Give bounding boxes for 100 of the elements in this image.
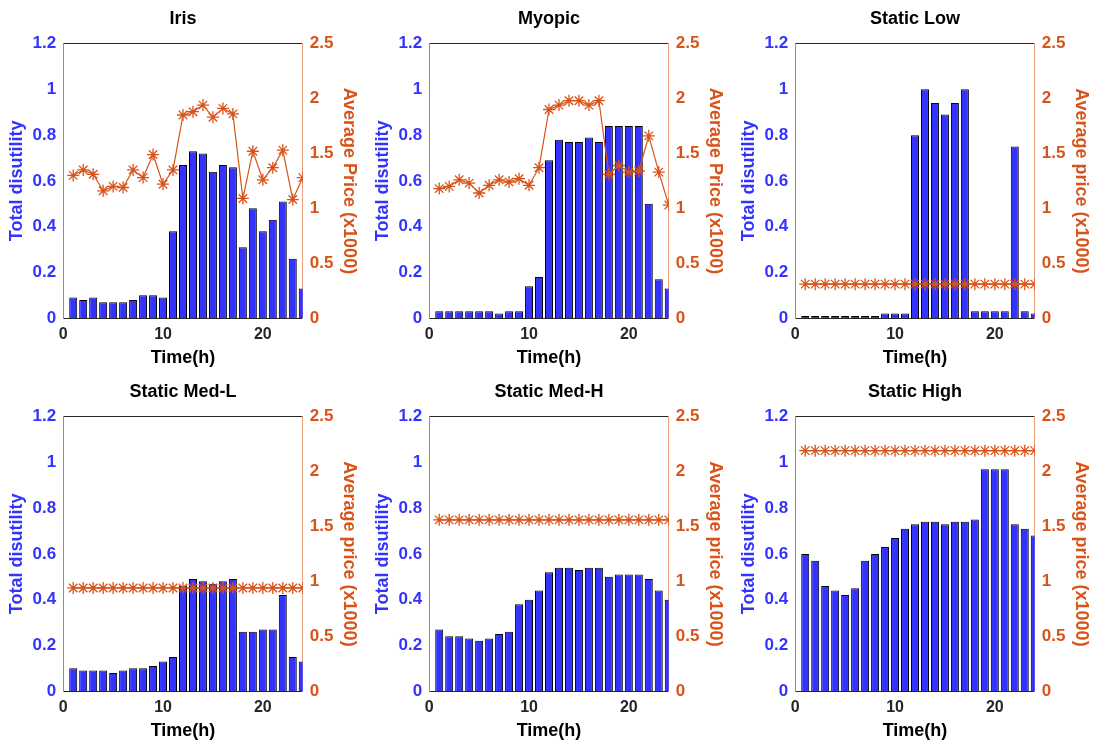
y2-axis-title: Average price (x1000) (706, 461, 727, 647)
y-tick-label: 1.2 (764, 33, 789, 53)
x-tick-label: 20 (619, 698, 638, 716)
y-axis-title: Total disutility (737, 120, 758, 242)
y-tick-label: 0.4 (764, 589, 789, 609)
point (502, 175, 516, 189)
x-tick-label: 10 (154, 698, 173, 716)
y-tick-label: 1 (46, 79, 57, 99)
point (612, 158, 626, 173)
y2-axis-title: Average price (x1000) (1072, 88, 1093, 274)
y2-tick-label: 0 (1041, 680, 1052, 700)
y2-axis-title: Average Price (x1000) (340, 87, 361, 275)
y-axis-title: Total disutility (737, 493, 758, 615)
point (592, 94, 606, 108)
x-tick-label: 0 (424, 325, 434, 343)
chart-title: Iris (169, 7, 197, 28)
y-tick-label: 0.8 (398, 124, 423, 144)
y2-axis-title: Average Price (x1000) (706, 87, 727, 275)
point (432, 181, 446, 196)
point (126, 163, 140, 177)
x-tick-label: 0 (58, 698, 68, 716)
x-tick-label: 0 (58, 325, 68, 343)
point (442, 179, 456, 194)
x-tick-label: 20 (619, 325, 638, 343)
y2-axis-title: Average price (x1000) (1072, 461, 1093, 647)
x-tick-label: 20 (253, 698, 272, 716)
y-axis-title: Total disutility (5, 120, 26, 242)
y2-tick-label: 0 (1041, 307, 1052, 327)
point (96, 184, 110, 198)
point (156, 177, 170, 191)
x-tick-label: 10 (154, 325, 173, 343)
y-tick-label: 1 (46, 452, 57, 472)
y2-tick-label: 1.5 (675, 143, 700, 163)
point (276, 143, 290, 157)
y2-tick-label: 0 (675, 307, 686, 327)
y-tick-label: 0 (778, 307, 789, 327)
point (512, 172, 526, 186)
y-tick-label: 0.8 (32, 497, 57, 517)
y-tick-label: 0.4 (32, 216, 57, 236)
y-tick-label: 1 (412, 452, 423, 472)
y2-tick-label: 2.5 (675, 33, 700, 53)
y2-tick-label: 2.5 (675, 406, 700, 426)
y2-tick-label: 1.5 (675, 516, 700, 536)
point (522, 178, 536, 192)
y2-tick-label: 0.5 (675, 625, 700, 645)
x-tick-label: 20 (985, 325, 1004, 343)
x-tick-label: 0 (790, 325, 800, 343)
point (216, 101, 230, 116)
point (482, 178, 496, 192)
x-tick-label: 0 (790, 698, 800, 716)
point (462, 176, 476, 190)
y-tick-label: 0 (412, 307, 423, 327)
point (452, 173, 466, 187)
point (542, 102, 556, 117)
y2-tick-label: 1 (309, 571, 320, 591)
y-tick-label: 1.2 (398, 33, 423, 53)
y-tick-label: 0.8 (764, 497, 789, 517)
y2-tick-label: 1.5 (309, 516, 334, 536)
point (552, 98, 566, 112)
y2-tick-label: 0 (309, 680, 320, 700)
x-tick-label: 10 (520, 698, 539, 716)
y2-tick-label: 2 (1041, 461, 1052, 481)
chart-title: Myopic (517, 7, 581, 28)
y-tick-label: 1.2 (32, 406, 57, 426)
y-tick-label: 0.8 (398, 497, 423, 517)
y-tick-label: 1 (778, 452, 789, 472)
x-tick-label: 0 (424, 698, 434, 716)
point (166, 163, 180, 177)
y-tick-label: 1 (778, 79, 789, 99)
y2-tick-label: 2.5 (1041, 406, 1066, 426)
point (106, 179, 120, 194)
y-tick-label: 0.2 (32, 635, 57, 655)
y-tick-label: 0.2 (32, 262, 57, 282)
y-tick-label: 0.8 (32, 124, 57, 144)
point (146, 147, 160, 162)
x-axis-title: Time(h) (882, 347, 948, 368)
y-tick-label: 0 (46, 680, 57, 700)
y-tick-label: 0.8 (764, 124, 789, 144)
chart-title: Static Med-L (129, 380, 237, 401)
y2-tick-label: 1.5 (1041, 143, 1066, 163)
y2-tick-label: 0.5 (675, 252, 700, 272)
y2-tick-label: 2 (1041, 88, 1052, 108)
point (472, 186, 486, 200)
y-tick-label: 0 (412, 680, 423, 700)
chart-title: Static Med-H (494, 380, 604, 401)
y-axis-title: Total disutility (371, 120, 392, 242)
point (562, 94, 576, 108)
x-tick-label: 20 (253, 325, 272, 343)
point (86, 167, 100, 181)
y2-tick-label: 2 (675, 88, 686, 108)
y2-tick-label: 0 (309, 307, 320, 327)
x-axis-title: Time(h) (150, 347, 216, 368)
y-tick-label: 0.2 (398, 635, 423, 655)
point (246, 144, 260, 158)
x-axis-title: Time(h) (516, 347, 582, 368)
point (572, 94, 586, 108)
point (602, 167, 616, 181)
point (632, 164, 646, 178)
y-tick-label: 0 (46, 307, 57, 327)
y-tick-label: 0.6 (398, 543, 423, 563)
